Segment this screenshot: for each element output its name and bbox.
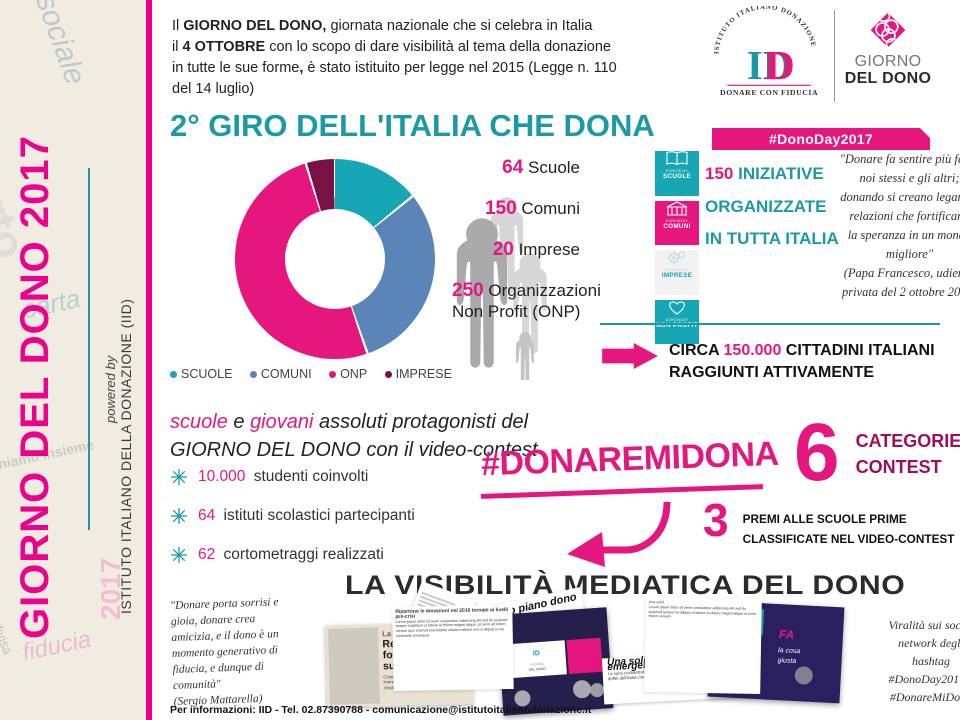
- svg-text:giusta: giusta: [777, 657, 796, 665]
- svg-text:la cosa: la cosa: [778, 647, 801, 655]
- svg-text:ID: ID: [533, 650, 540, 657]
- svg-text:DONARE CON FIDUCIA: DONARE CON FIDUCIA: [720, 88, 818, 97]
- svg-text:D: D: [765, 43, 795, 88]
- svg-text:I: I: [747, 43, 763, 88]
- svg-text:FA: FA: [779, 627, 795, 642]
